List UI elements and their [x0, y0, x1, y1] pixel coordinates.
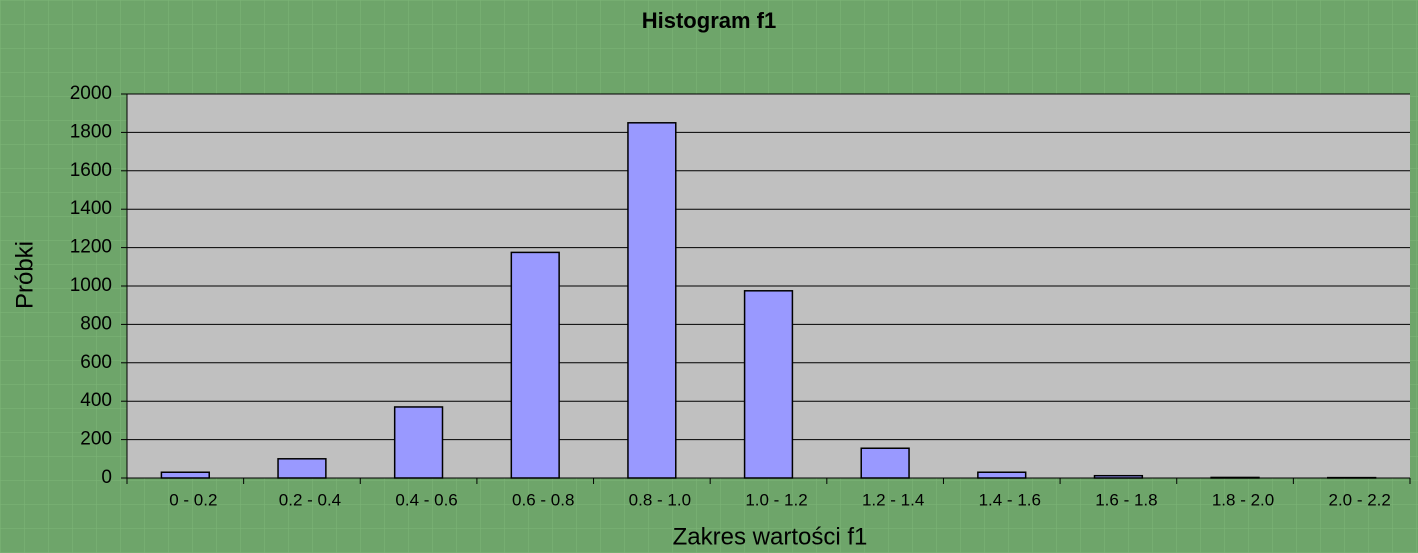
y-tick-label: 800 [80, 313, 112, 334]
bar [860, 447, 910, 479]
chart-title: Histogram f1 [642, 8, 776, 33]
y-tick-label: 1200 [70, 237, 112, 258]
x-tick-label: 1.0 - 1.2 [745, 490, 807, 509]
y-tick-label: 2000 [70, 83, 112, 104]
y-tick-label: 200 [80, 429, 112, 450]
y-tick-label: 400 [80, 390, 112, 411]
bar [510, 251, 560, 479]
x-tick-label: 0.2 - 0.4 [279, 490, 341, 509]
y-tick-label: 1800 [70, 121, 112, 142]
x-tick-label: 0.4 - 0.6 [395, 490, 457, 509]
bar [977, 471, 1027, 479]
x-tick-label: 0.6 - 0.8 [512, 490, 574, 509]
y-tick-label: 0 [101, 467, 112, 488]
bar [627, 122, 677, 479]
bar [393, 406, 444, 479]
bar [743, 290, 794, 479]
y-tick-label: 1000 [70, 275, 112, 296]
y-tick-label: 1400 [70, 198, 112, 219]
x-axis-title: Zakres wartości f1 [673, 523, 868, 550]
x-tick-label: 0.8 - 1.0 [629, 490, 691, 509]
x-tick-label: 1.8 - 2.0 [1212, 490, 1274, 509]
bar [277, 458, 327, 479]
y-axis-title: Próbki [11, 241, 38, 309]
x-tick-label: 1.6 - 1.8 [1095, 490, 1157, 509]
bar [160, 471, 210, 479]
y-tick-label: 600 [80, 352, 112, 373]
x-tick-label: 1.4 - 1.6 [979, 490, 1041, 509]
x-tick-label: 1.2 - 1.4 [862, 490, 924, 509]
x-tick-label: 0 - 0.2 [169, 490, 217, 509]
x-tick-label: 2.0 - 2.2 [1328, 490, 1390, 509]
y-tick-label: 1600 [70, 160, 112, 181]
